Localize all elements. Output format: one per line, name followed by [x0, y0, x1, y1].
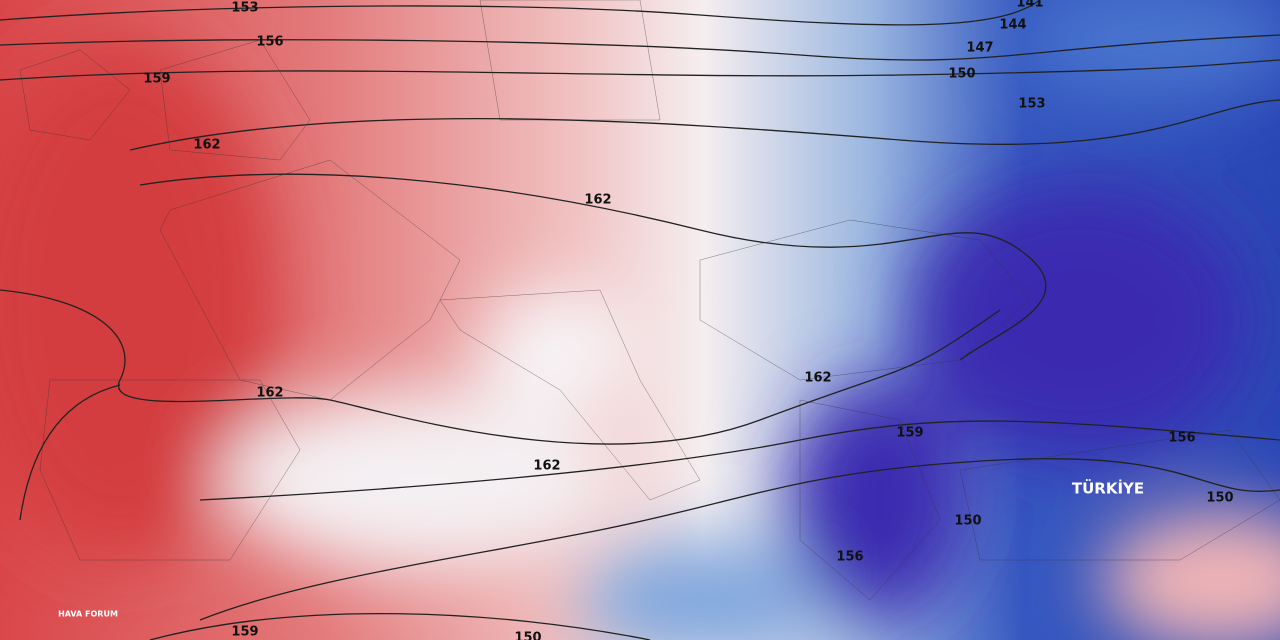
contour-label: 153	[1018, 97, 1045, 112]
contour-label: 162	[533, 459, 560, 474]
contour-label: 156	[256, 35, 283, 50]
contour-label: 162	[584, 193, 611, 208]
contour-label: 156	[836, 550, 863, 565]
contour-label: 147	[966, 41, 993, 56]
contour-label: 150	[514, 631, 541, 640]
contour-label: 159	[143, 72, 170, 87]
contour-label: 144	[999, 18, 1026, 33]
contour-label: 159	[231, 625, 258, 640]
contour-label: 141	[1016, 0, 1043, 11]
contour-labels: 153 156 159 162 141 144 147 150 153 162 162 162 159 1…	[143, 0, 1233, 640]
watermark: HAVA FORUM	[58, 610, 118, 619]
borders	[19, 0, 1280, 601]
country-label: TÜRKİYE	[1072, 479, 1144, 498]
contour-label: 153	[231, 1, 258, 16]
contour-label: 150	[1206, 491, 1233, 506]
contour-label: 162	[804, 371, 831, 386]
contour-label: 159	[896, 426, 923, 441]
contour-label: 156	[1168, 431, 1195, 446]
contour-label: 162	[193, 138, 220, 153]
contour-label: 150	[954, 514, 981, 529]
contour-label: 150	[948, 67, 975, 82]
contour-label: 162	[256, 386, 283, 401]
